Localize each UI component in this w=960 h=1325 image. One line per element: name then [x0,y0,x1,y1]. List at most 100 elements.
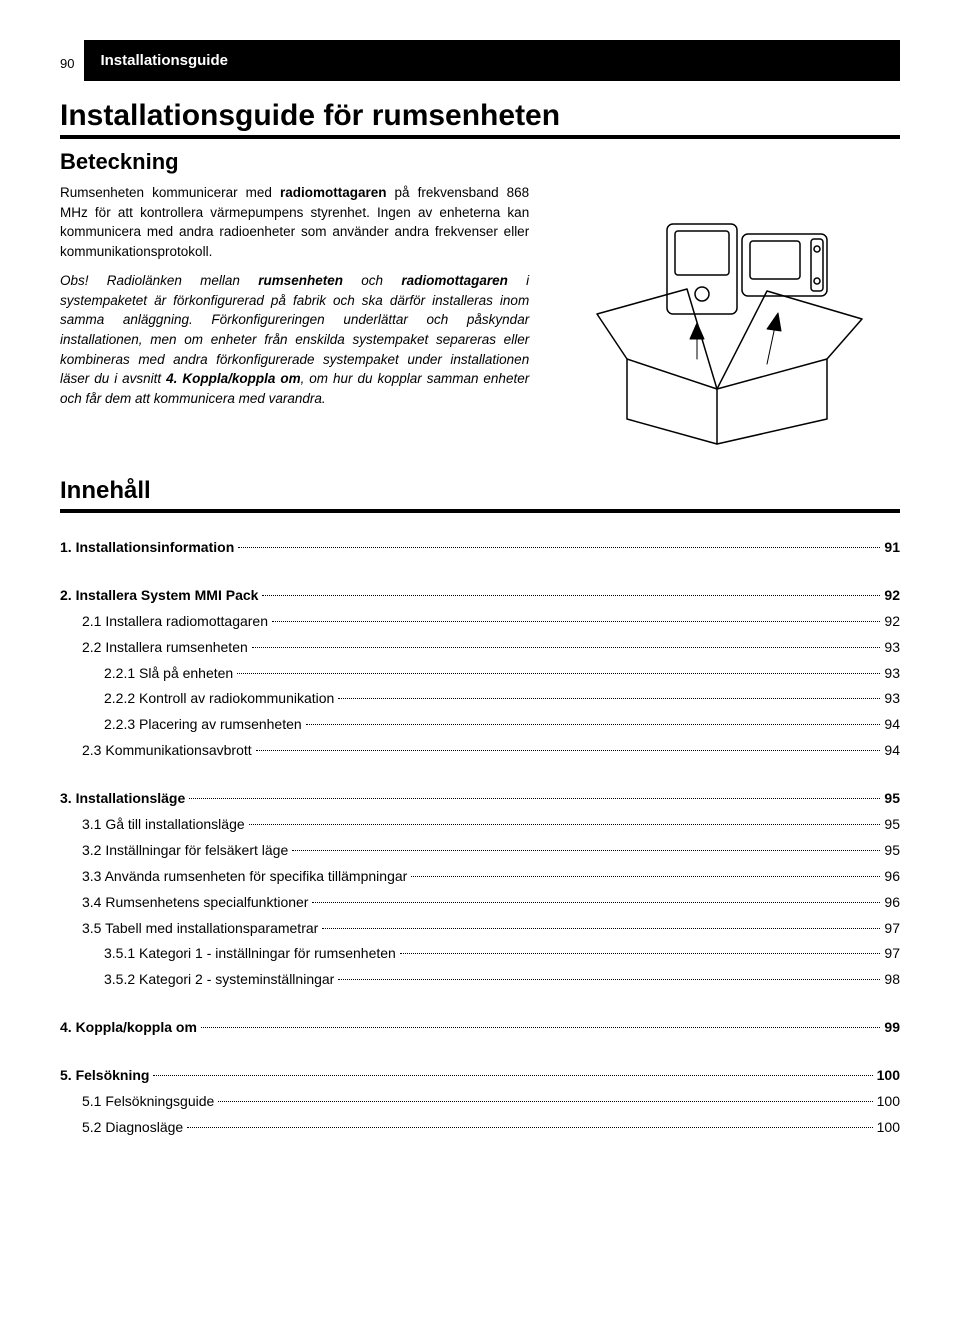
toc-page-number: 91 [884,535,900,561]
toc-leader-dots [201,1027,881,1028]
toc-page-number: 92 [884,583,900,609]
note-text: i systempaketet är förkonfigurerad på fa… [60,273,529,386]
toc-label: 2.1 Installera radiomottagaren [82,609,268,635]
toc-page-number: 97 [884,916,900,942]
toc-page-number: 98 [884,967,900,993]
diagram-column [553,183,900,449]
toc-label: 3.5 Tabell med installationsparametrar [82,916,318,942]
toc-row: 2.3 Kommunikationsavbrott 94 [60,738,900,764]
toc-row: 2.2.1 Slå på enheten 93 [60,661,900,687]
toc-row: 3. Installationsläge 95 [60,786,900,812]
toc-row: 2.1 Installera radiomottagaren 92 [60,609,900,635]
toc-row: 5.2 Diagnosläge 100 [60,1115,900,1141]
subheading-beteckning: Beteckning [60,149,900,175]
toc-label: 2.3 Kommunikationsavbrott [82,738,252,764]
toc-page-number: 92 [884,609,900,635]
toc-leader-dots [312,902,880,903]
bold-rumsenheten: rumsenheten [258,273,343,288]
toc-section: 3. Installationsläge953.1 Gå till instal… [60,786,900,993]
toc-page-number: 100 [877,1063,900,1089]
toc-page-number: 94 [884,738,900,764]
toc-page-number: 94 [884,712,900,738]
intro-paragraph-2: Obs! Radiolänken mellan rumsenheten och … [60,271,529,408]
toc-page-number: 100 [877,1089,900,1115]
toc-page-number: 93 [884,661,900,687]
toc-row: 3.3 Använda rumsenheten för specifika ti… [60,864,900,890]
intro-text: Rumsenheten kommunicerar med [60,185,280,200]
toc-label: 3.3 Använda rumsenheten för specifika ti… [82,864,407,890]
toc-leader-dots [338,979,880,980]
toc-label: 5.2 Diagnosläge [82,1115,183,1141]
toc-leader-dots [400,953,881,954]
toc-page-number: 95 [884,786,900,812]
toc-leader-dots [238,547,880,548]
toc-leader-dots [306,724,881,725]
bold-section-ref: 4. Koppla/koppla om [166,371,300,386]
toc-label: 2.2 Installera rumsenheten [82,635,248,661]
toc-leader-dots [292,850,880,851]
bold-radiomottagaren-2: radiomottagaren [401,273,508,288]
toc-leader-dots [218,1101,872,1102]
toc-leader-dots [153,1075,872,1076]
toc-row: 3.5.1 Kategori 1 - inställningar för rum… [60,941,900,967]
title-rule [60,135,900,139]
toc-page-number: 100 [877,1115,900,1141]
toc-label: 3.1 Gå till installationsläge [82,812,245,838]
toc-label: 2.2.3 Placering av rumsenheten [104,712,302,738]
toc-page-number: 93 [884,635,900,661]
toc-page-number: 95 [884,838,900,864]
toc-label: 3. Installationsläge [60,786,185,812]
toc-leader-dots [249,824,881,825]
toc-label: 3.2 Inställningar för felsäkert läge [82,838,288,864]
contents-rule [60,509,900,513]
toc-label: 5. Felsökning [60,1063,149,1089]
main-title: Installationsguide för rumsenheten [60,99,900,133]
box-diagram-icon [567,189,887,449]
toc-label: 2.2.2 Kontroll av radiokommunikation [104,686,334,712]
toc-row: 5.1 Felsökningsguide 100 [60,1089,900,1115]
toc-leader-dots [262,595,880,596]
page-number: 90 [60,56,74,81]
toc-leader-dots [187,1127,872,1128]
toc-row: 2. Installera System MMI Pack 92 [60,583,900,609]
toc-section: 4. Koppla/koppla om 99 [60,1015,900,1041]
toc-row: 2.2.2 Kontroll av radiokommunikation 93 [60,686,900,712]
toc-row: 3.2 Inställningar för felsäkert läge 95 [60,838,900,864]
contents-heading: Innehåll [60,477,900,505]
note-text: Obs! Radiolänken mellan [60,273,258,288]
intro-text-column: Rumsenheten kommunicerar med radiomottag… [60,183,529,449]
toc-row: 2.2.3 Placering av rumsenheten 94 [60,712,900,738]
toc-leader-dots [322,928,880,929]
toc-row: 2.2 Installera rumsenheten 93 [60,635,900,661]
toc-leader-dots [411,876,880,877]
toc-label: 4. Koppla/koppla om [60,1015,197,1041]
toc-label: 1. Installationsinformation [60,535,234,561]
toc-label: 3.4 Rumsenhetens specialfunktioner [82,890,308,916]
toc-row: 3.4 Rumsenhetens specialfunktioner 96 [60,890,900,916]
toc-section: 1. Installationsinformation 91 [60,535,900,561]
toc-label: 2.2.1 Slå på enheten [104,661,233,687]
header-title-band: Installationsguide [84,40,900,81]
toc-row: 5. Felsökning 100 [60,1063,900,1089]
note-text: och [343,273,401,288]
toc-page-number: 96 [884,890,900,916]
toc-page-number: 93 [884,686,900,712]
toc-leader-dots [189,798,880,799]
toc-label: 5.1 Felsökningsguide [82,1089,214,1115]
toc-leader-dots [237,673,880,674]
toc-leader-dots [338,698,880,699]
toc-row: 4. Koppla/koppla om 99 [60,1015,900,1041]
toc-page-number: 96 [884,864,900,890]
toc-label: 2. Installera System MMI Pack [60,583,258,609]
toc-label: 3.5.2 Kategori 2 - systeminställningar [104,967,334,993]
header-region: 90 Installationsguide [60,40,900,81]
toc-section: 5. Felsökning1005.1 Felsökningsguide1005… [60,1063,900,1141]
toc-row: 3.1 Gå till installationsläge 95 [60,812,900,838]
toc-page-number: 99 [884,1015,900,1041]
table-of-contents: 1. Installationsinformation 91 2. Installe… [60,535,900,1141]
toc-section: 2. Installera System MMI Pack922.1 Insta… [60,583,900,764]
toc-page-number: 95 [884,812,900,838]
toc-leader-dots [272,621,880,622]
toc-page-number: 97 [884,941,900,967]
toc-row: 3.5.2 Kategori 2 - systeminställningar 98 [60,967,900,993]
